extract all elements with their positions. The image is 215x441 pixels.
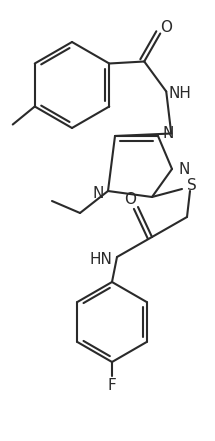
Text: O: O — [124, 191, 136, 206]
Text: O: O — [160, 20, 172, 35]
Text: NH: NH — [169, 86, 192, 101]
Text: N: N — [162, 126, 174, 141]
Text: N: N — [92, 187, 104, 202]
Text: F: F — [108, 378, 116, 393]
Text: S: S — [187, 179, 197, 194]
Text: HN: HN — [90, 251, 112, 266]
Text: N: N — [178, 161, 190, 176]
